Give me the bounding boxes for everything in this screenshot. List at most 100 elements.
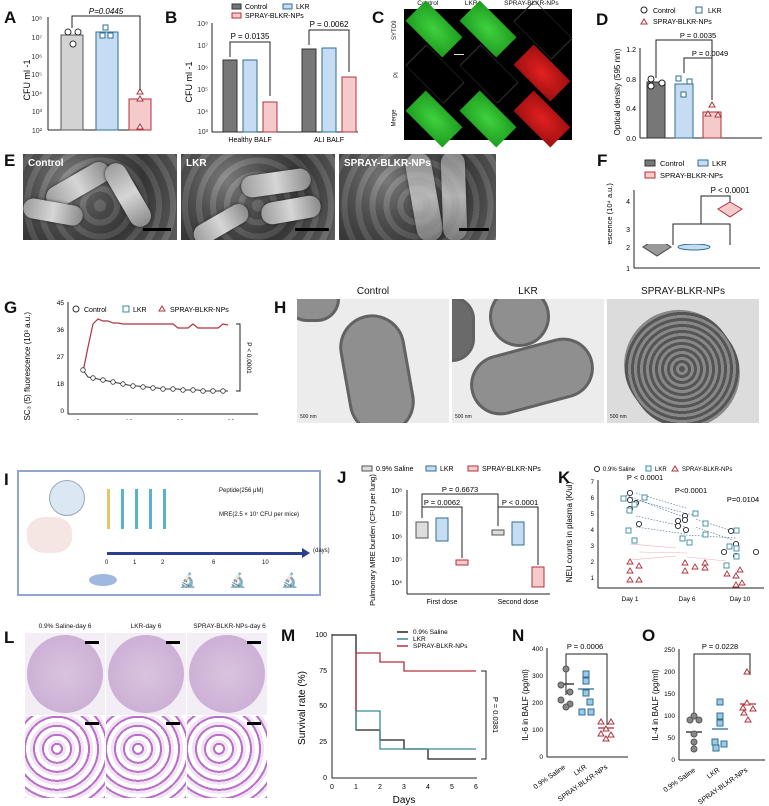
i-tick-2: 2 <box>161 560 165 566</box>
sem-lkr-image: LKR <box>181 154 335 240</box>
m-xtick: 1 <box>354 784 358 791</box>
d-ytick: 1.2 <box>626 47 636 54</box>
m-ytick: 25 <box>319 739 327 746</box>
b-xcat-ali: ALI BALF <box>314 137 344 144</box>
chart-f-violin-bottom: 2 1 <box>626 244 760 273</box>
sem-control-image: Control <box>23 154 177 240</box>
j-legend-saline: 0.9% Saline <box>376 466 413 473</box>
o-ytick: 250 <box>664 647 675 654</box>
g-xtick: 10 <box>125 419 133 420</box>
j-pvalue-3: P < 0.0001 <box>502 498 538 507</box>
g-ytick: 18 <box>57 381 65 388</box>
j-ytick: 10⁸ <box>391 488 402 495</box>
b-ytick: 10³ <box>198 129 209 136</box>
j-xcat-first: First dose <box>427 599 458 606</box>
m-xtick: 5 <box>450 784 454 791</box>
k-xcat-day1: Day 1 <box>622 596 639 603</box>
m-pvalue: P = 0.0381 <box>491 697 500 733</box>
i-tick-1: 1 <box>133 560 137 566</box>
i-peptide-label: Peptide(256 μM) <box>219 488 264 494</box>
n-ylabel: IL-6 in BALF (pg/ml) <box>521 669 530 741</box>
n-pvalue: P = 0.0006 <box>567 642 603 651</box>
b-legend-spray: SPRAY-BLKR-NPs <box>245 13 304 20</box>
m-ytick: 100 <box>315 632 327 639</box>
l-title-lkr: LKR-day 6 <box>130 623 162 630</box>
k-ytick: 6 <box>591 496 595 502</box>
b-legend-control: Control <box>245 4 268 11</box>
f-ytick: 3 <box>626 227 630 234</box>
panel-label-h: H <box>274 298 287 317</box>
j-ytick: 10⁴ <box>391 580 402 587</box>
n-ytick: 200 <box>532 700 543 707</box>
m-ytick: 0 <box>323 775 327 782</box>
i-tick-6: 6 <box>212 560 216 566</box>
syringe-icon <box>135 489 138 529</box>
sem-spray-image: SPRAY-BLKR-NPs <box>339 154 496 240</box>
m-xtick: 3 <box>402 784 406 791</box>
k-legend-saline: 0.9% Saline <box>603 467 636 473</box>
o-xcat-spray: SPRAY-BLKR-NPs <box>697 767 750 806</box>
panel-label-i: I <box>4 470 9 489</box>
chart-d-bar: Control LKR SPRAY-BLKR-NPs 1.2 0.8 0.4 0… <box>613 6 762 143</box>
panel-label-m: M <box>281 626 296 645</box>
microscope-icon: 🔬 <box>179 572 197 588</box>
chart-m-survival: 0.9% Saline LKR SPRAY-BLKR-NPs 100 75 50… <box>297 629 500 806</box>
j-legend-spray: SPRAY-BLKR-NPs <box>482 466 541 473</box>
o-xcat-saline: 0.9% Saline <box>663 767 698 794</box>
chart-k-scatter: 0.9% Saline LKR SPRAY-BLKR-NPs 7 6 5 4 3… <box>565 465 764 603</box>
k-ytick: 2 <box>591 560 595 566</box>
g-ytick: 36 <box>57 327 65 334</box>
j-xcat-second: Second dose <box>498 599 539 606</box>
confocal-grid: Control LKR SPRAY-BLKR-NPs SYTO9 PI Merg… <box>392 0 573 148</box>
n-ytick: 300 <box>532 673 543 680</box>
m-xtick: 0 <box>330 784 334 791</box>
j-ytick: 10⁵ <box>391 557 402 564</box>
schedule-schematic: 0 1 2 6 10 (days) Peptide(256 μM) MRE(2.… <box>17 470 330 596</box>
o-ytick: 200 <box>664 669 675 676</box>
k-legend-lkr: LKR <box>655 467 667 473</box>
m-legend-spray: SPRAY-BLKR-NPs <box>413 643 468 650</box>
sem-label-lkr: LKR <box>186 158 207 169</box>
k-ytick: 1 <box>591 576 595 582</box>
m-ytick: 50 <box>319 703 327 710</box>
lung-overview-saline <box>25 633 105 715</box>
g-xtick: 30 <box>227 419 235 420</box>
d-ytick: 0.0 <box>626 136 636 143</box>
chart-b-bar: Control LKR SPRAY-BLKR-NPs 10⁸ 10⁷ 10⁶ 1… <box>184 3 358 144</box>
k-legend-spray: SPRAY-BLKR-NPs <box>682 467 732 473</box>
lung-histology-spray <box>187 716 267 798</box>
syringe-icon <box>107 489 110 529</box>
m-ylabel: Survival rate (%) <box>297 671 308 745</box>
n-xcat-saline: 0.9% Saline <box>533 764 568 791</box>
b-pvalue-healthy: P = 0.0135 <box>231 32 270 41</box>
i-tick-10: 10 <box>262 560 269 566</box>
c-row-syto9: SYTO9 <box>392 20 398 40</box>
o-pvalue: P = 0.0228 <box>702 642 738 651</box>
h-title-spray: SPRAY-BLKR-NPs <box>641 286 725 297</box>
d-ytick: 0.8 <box>626 77 636 84</box>
j-ytick: 10⁶ <box>391 534 402 541</box>
n-ytick: 400 <box>532 646 543 653</box>
panel-label-c: C <box>372 8 385 27</box>
k-xcat-day6: Day 6 <box>679 596 696 603</box>
b-ytick: 10⁸ <box>197 21 208 28</box>
lung-histology-saline <box>25 716 105 798</box>
o-ytick: 100 <box>664 713 675 720</box>
h-title-lkr: LKR <box>518 286 538 297</box>
chart-a-bar: 10⁸ 10⁷ 10⁶ 10⁵ 10⁴ 10³ 10² CFU ml -1 P=… <box>22 7 152 135</box>
k-pvalue-1: P < 0.0001 <box>627 473 663 482</box>
tem-spray-image: 500 nm <box>607 299 759 423</box>
l-title-spray: SPRAY-BLKR-NPs-day 6 <box>193 623 266 630</box>
tem-scale-control: 500 nm <box>300 414 317 420</box>
sem-label-control: Control <box>28 158 64 169</box>
tem-lkr-image: 500 nm <box>452 299 604 423</box>
n-ytick: 100 <box>532 727 543 734</box>
b-pvalue-ali: P = 0.0062 <box>310 20 349 29</box>
panel-label-n: N <box>512 626 525 645</box>
n-xcat-lkr: LKR <box>573 764 588 778</box>
panel-label-b: B <box>165 8 178 27</box>
k-ytick: 7 <box>591 480 595 486</box>
syringe-icon <box>163 489 166 529</box>
lung-histology-lkr <box>106 716 186 798</box>
f-legend-control: Control <box>660 159 685 168</box>
